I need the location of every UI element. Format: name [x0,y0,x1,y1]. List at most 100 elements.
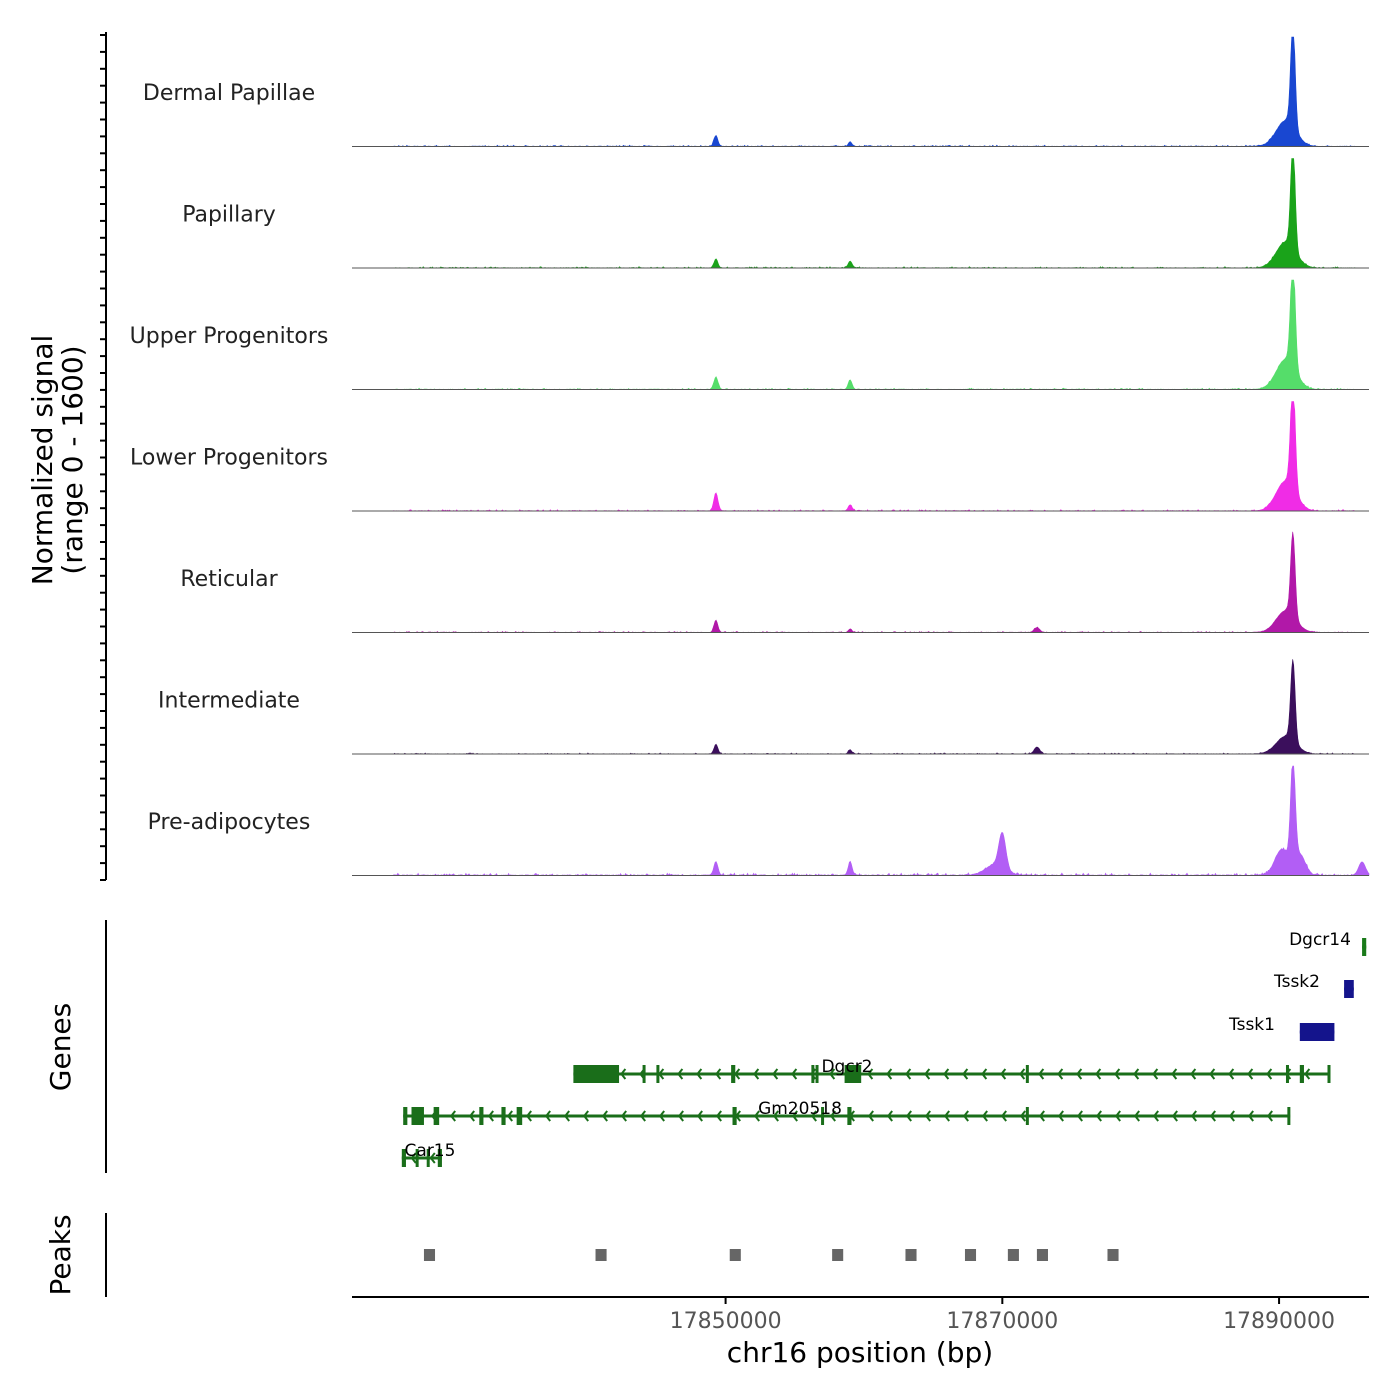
strand-arrow [1095,1110,1102,1122]
strand-arrow [1209,1068,1216,1080]
strand-arrow [1114,1068,1121,1080]
strand-arrow [791,1110,798,1122]
gene-exon [433,1107,440,1125]
gene-exon [811,1065,815,1083]
track-label: Pre-adipocytes [148,810,311,835]
gene-dgcr2: Dgcr2 [573,1057,1331,1083]
gene-exon [815,1065,819,1083]
strand-arrow [1057,1068,1064,1080]
strand-arrow [772,1068,779,1080]
gene-dgcr14: Dgcr14 [1289,930,1367,956]
strand-arrow [1171,1068,1178,1080]
strand-arrow [905,1110,912,1122]
strand-arrow [1190,1068,1197,1080]
gene-exon [573,1065,620,1083]
gene-exon [401,1149,406,1167]
strand-arrow [924,1068,931,1080]
coverage-area [352,279,1369,390]
x-axis: 17850000 17870000 17890000 [352,1296,1369,1334]
x-axis-label: chr16 position (bp) [727,1336,993,1369]
strand-arrow [772,1110,779,1122]
strand-arrow [886,1110,893,1122]
coverage-area [352,158,1369,269]
gene-car15: Car15 [401,1141,455,1167]
strand-arrow [810,1110,817,1122]
strand-arrow [829,1110,836,1122]
coverage-area [352,36,1369,147]
strand-arrow [410,1152,417,1164]
strand-arrow [715,1068,722,1080]
gene-exon [1327,1065,1331,1083]
strand-arrow [981,1110,988,1122]
gene-exon [1362,938,1367,956]
peak-region [964,1249,977,1261]
gene-label: Gm20518 [758,1099,842,1119]
strand-arrow [1171,1110,1178,1122]
track-papillary: Papillary [182,158,1369,269]
gene-label: Tssk1 [1228,1015,1275,1035]
gene-exon [426,1149,430,1167]
strand-arrow [1076,1110,1083,1122]
coverage-area [352,401,1369,512]
strand-arrow [943,1068,950,1080]
strand-arrow [753,1110,760,1122]
strand-arrow [867,1110,874,1122]
strand-arrow [1152,1110,1159,1122]
strand-arrow [791,1068,798,1080]
gene-exon [501,1107,506,1125]
strand-arrow [1209,1110,1216,1122]
strand-arrow [601,1110,608,1122]
gene-exon [437,1149,442,1167]
strand-arrow [563,1110,570,1122]
coverage-area [352,531,1369,633]
gene-exon [1287,1107,1291,1125]
gene-exon [1299,1023,1335,1041]
strand-arrow [658,1110,665,1122]
strand-arrow [677,1110,684,1122]
track-reticular: Reticular [180,531,1369,633]
strand-arrow [1057,1110,1064,1122]
strand-arrow [487,1110,494,1122]
strand-arrow [1114,1110,1121,1122]
gene-exon [844,1065,862,1083]
genes-panel-label: Genes [44,1003,77,1091]
track-intermediate: Intermediate [158,659,1369,755]
coverage-area [352,765,1370,877]
gene-exon [732,1107,737,1125]
peak-region [1007,1249,1019,1261]
track-lower-progenitors: Lower Progenitors [130,401,1369,512]
strand-arrow [905,1068,912,1080]
gene-exon [1025,1107,1029,1125]
peak-region [832,1249,844,1261]
peak-region [1036,1249,1048,1261]
strand-arrow [924,1110,931,1122]
coverage-tracks: Dermal Papillae Papillary Upper Progenitor… [130,36,1370,877]
strand-arrow [429,1152,436,1164]
coverage-area [352,659,1369,755]
strand-arrow [620,1068,627,1080]
strand-arrow [639,1110,646,1122]
strand-arrow [753,1068,760,1080]
strand-arrow [1038,1110,1045,1122]
strand-arrow [1190,1110,1197,1122]
track-label: Upper Progenitors [130,324,329,349]
track-upper-progenitors: Upper Progenitors [130,279,1369,390]
strand-arrow [867,1068,874,1080]
strand-arrow [734,1068,741,1080]
gene-exon [821,1107,825,1125]
x-tick-label: 17890000 [1223,1309,1335,1334]
peak-region [905,1249,917,1261]
strand-arrow [468,1110,475,1122]
strand-arrow [696,1068,703,1080]
strand-arrow [582,1110,589,1122]
track-dermal-papillae: Dermal Papillae [143,36,1369,147]
strand-arrow [886,1068,893,1080]
strand-arrow [506,1110,513,1122]
strand-arrow [1304,1068,1311,1080]
gene-exon [656,1065,660,1083]
strand-arrow [715,1110,722,1122]
peak-region [595,1249,607,1261]
gene-exon [642,1065,646,1083]
strand-arrow [1076,1068,1083,1080]
